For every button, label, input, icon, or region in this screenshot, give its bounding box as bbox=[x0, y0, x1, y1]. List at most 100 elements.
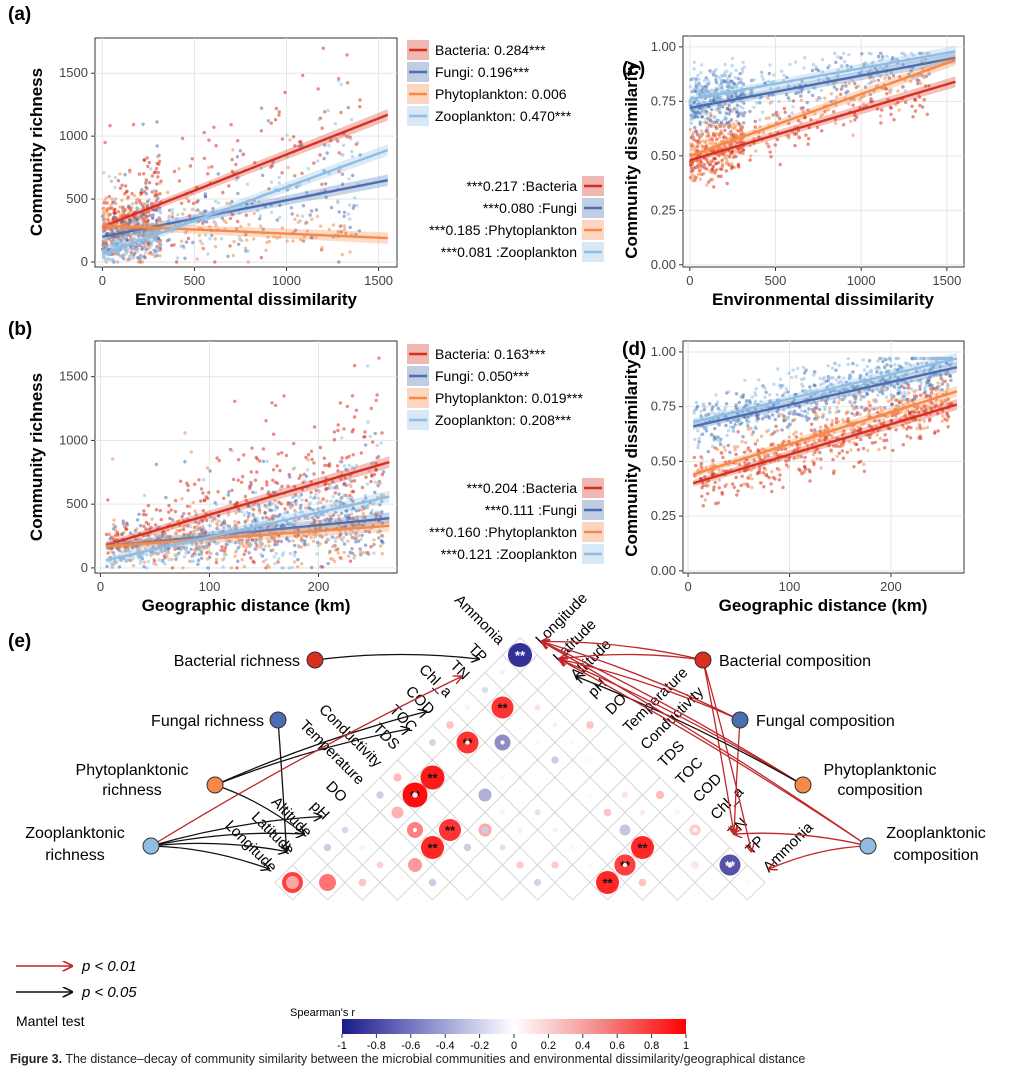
scatter-point-phytoplankton bbox=[357, 533, 361, 538]
scatter-point-zooplankton bbox=[338, 459, 342, 464]
scatter-point-zooplankton bbox=[897, 363, 901, 368]
scatter-point-bacteria bbox=[870, 441, 875, 445]
scatter-point-bacteria bbox=[918, 103, 922, 108]
legend-entry: ***0.081 :Zooplankton bbox=[441, 244, 577, 260]
scatter-point-zooplankton bbox=[259, 552, 263, 556]
scatter-point-zooplankton bbox=[867, 82, 871, 86]
scatter-point-bacteria bbox=[174, 260, 179, 264]
scatter-point-fungi bbox=[695, 110, 699, 114]
scatter-point-bacteria bbox=[371, 440, 375, 444]
scatter-point-bacteria bbox=[345, 404, 349, 409]
scatter-point-fungi bbox=[250, 201, 254, 206]
scatter-point-bacteria bbox=[236, 458, 241, 462]
scatter-point-bacteria bbox=[852, 465, 856, 469]
scatter-point-bacteria bbox=[280, 451, 284, 455]
scatter-point-fungi bbox=[758, 101, 762, 105]
scatter-point-bacteria bbox=[260, 486, 264, 491]
scatter-point-zooplankton bbox=[754, 393, 758, 397]
scatter-point-zooplankton bbox=[282, 511, 287, 515]
scatter-point-phytoplankton bbox=[690, 144, 694, 149]
scatter-point-zooplankton bbox=[359, 537, 363, 541]
scatter-point-bacteria bbox=[808, 479, 812, 483]
scatter-point-fungi bbox=[165, 239, 170, 243]
scatter-point-zooplankton bbox=[763, 386, 767, 390]
x-tick-label: 0 bbox=[686, 273, 693, 288]
scatter-point-zooplankton bbox=[753, 399, 758, 403]
scatter-point-phytoplankton bbox=[335, 486, 339, 490]
scatter-point-phytoplankton bbox=[689, 148, 694, 152]
scatter-point-fungi bbox=[138, 524, 143, 528]
scatter-point-bacteria bbox=[700, 494, 704, 498]
scatter-point-zooplankton bbox=[346, 496, 350, 500]
scatter-point-phytoplankton bbox=[723, 448, 727, 452]
scatter-point-bacteria bbox=[770, 489, 774, 494]
scatter-point-zooplankton bbox=[111, 241, 115, 246]
scatter-point-bacteria bbox=[302, 472, 306, 476]
scatter-point-phytoplankton bbox=[198, 210, 202, 215]
scatter-point-phytoplankton bbox=[856, 84, 860, 88]
scatter-point-fungi bbox=[695, 404, 700, 409]
scatter-point-zooplankton bbox=[346, 212, 351, 216]
scatter-point-zooplankton bbox=[889, 88, 893, 92]
scatter-point-phytoplankton bbox=[120, 198, 124, 203]
scatter-point-phytoplankton bbox=[836, 401, 841, 405]
y-tick-label: 0.75 bbox=[651, 399, 676, 414]
scatter-point-phytoplankton bbox=[922, 419, 926, 423]
scatter-point-zooplankton bbox=[133, 248, 137, 252]
scatter-point-fungi bbox=[329, 205, 334, 210]
scatter-point-fungi bbox=[810, 93, 815, 98]
y-tick-label: 0 bbox=[81, 560, 88, 575]
scatter-point-bacteria bbox=[189, 530, 193, 535]
scatter-point-bacteria bbox=[217, 458, 221, 463]
scatter-point-bacteria bbox=[124, 527, 128, 532]
scatter-point-phytoplankton bbox=[123, 208, 127, 212]
scatter-point-bacteria bbox=[748, 158, 752, 162]
scatter-point-fungi bbox=[117, 565, 122, 569]
scatter-point-bacteria bbox=[918, 434, 922, 438]
scatter-point-zooplankton bbox=[768, 393, 772, 397]
scatter-point-bacteria bbox=[377, 356, 381, 360]
scatter-point-fungi bbox=[215, 526, 219, 531]
scatter-point-fungi bbox=[200, 556, 204, 560]
scatter-point-phytoplankton bbox=[728, 152, 733, 156]
scatter-point-zooplankton bbox=[869, 368, 873, 372]
scatter-point-phytoplankton bbox=[113, 216, 118, 220]
scatter-point-bacteria bbox=[146, 503, 151, 508]
scatter-point-zooplankton bbox=[152, 189, 156, 193]
scatter-point-bacteria bbox=[304, 498, 309, 503]
scatter-point-bacteria bbox=[291, 135, 296, 139]
scatter-point-bacteria bbox=[244, 549, 248, 553]
scatter-point-zooplankton bbox=[752, 105, 756, 110]
scatter-point-fungi bbox=[860, 52, 864, 56]
scatter-point-fungi bbox=[773, 430, 777, 434]
scatter-point-fungi bbox=[221, 521, 225, 525]
scatter-point-phytoplankton bbox=[306, 543, 310, 547]
scatter-point-bacteria bbox=[309, 480, 313, 484]
scatter-point-bacteria bbox=[905, 434, 909, 438]
scatter-point-bacteria bbox=[855, 115, 859, 119]
scatter-point-phytoplankton bbox=[733, 165, 737, 170]
scatter-point-bacteria bbox=[259, 129, 264, 133]
scatter-point-bacteria bbox=[190, 157, 194, 161]
scatter-point-bacteria bbox=[807, 468, 811, 472]
scatter-point-bacteria bbox=[901, 443, 905, 447]
scatter-point-zooplankton bbox=[179, 244, 183, 248]
scatter-point-zooplankton bbox=[733, 75, 737, 80]
scatter-point-zooplankton bbox=[150, 222, 154, 226]
scatter-point-bacteria bbox=[332, 430, 337, 434]
scatter-point-bacteria bbox=[350, 430, 354, 434]
scatter-point-fungi bbox=[352, 204, 356, 208]
scatter-point-bacteria bbox=[293, 174, 297, 178]
scatter-point-fungi bbox=[807, 407, 811, 411]
scatter-point-phytoplankton bbox=[327, 227, 331, 232]
scatter-point-zooplankton bbox=[254, 491, 258, 495]
scatter-point-phytoplankton bbox=[846, 417, 851, 421]
scatter-point-phytoplankton bbox=[815, 98, 819, 102]
scatter-point-phytoplankton bbox=[243, 246, 248, 250]
scatter-point-zooplankton bbox=[124, 559, 129, 563]
scatter-point-zooplankton bbox=[704, 117, 708, 121]
scatter-point-zooplankton bbox=[341, 143, 346, 147]
scatter-point-fungi bbox=[918, 384, 922, 388]
scatter-point-zooplankton bbox=[142, 564, 146, 569]
